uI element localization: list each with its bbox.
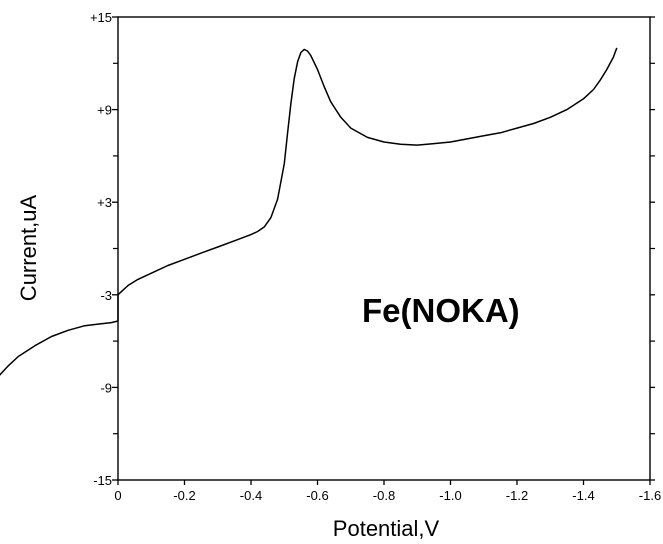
x-axis-title: Potential,V — [333, 516, 440, 541]
x-tick-label: -0.4 — [240, 488, 262, 503]
x-tick-label: -1.6 — [639, 488, 661, 503]
y-tick-label: +3 — [97, 195, 112, 210]
x-tick-label: -1.2 — [506, 488, 528, 503]
plot-frame — [117, 16, 651, 481]
y-tick-label: -3 — [100, 288, 112, 303]
x-tick-label: 0 — [114, 488, 121, 503]
y-axis-title: Current,uA — [16, 194, 41, 301]
x-tick-label: -0.6 — [306, 488, 328, 503]
x-tick-label: -0.8 — [373, 488, 395, 503]
x-axis-ticks: 0 -0.2 -0.4 -0.6 -0.8 -1.0 -1.2 -1.4 -1.6 — [114, 480, 661, 503]
y-tick-label: -15 — [93, 473, 112, 488]
y-tick-label: +15 — [90, 10, 112, 25]
y-tick-label: +9 — [97, 103, 112, 118]
y-tick-label: -9 — [100, 380, 112, 395]
x-tick-label: -0.2 — [173, 488, 195, 503]
series-line — [0, 47, 618, 376]
x-tick-label: -1.0 — [439, 488, 461, 503]
x-tick-label: -1.4 — [572, 488, 594, 503]
y-axis-ticks: +15 +9 +3 -3 -9 -15 — [90, 10, 655, 488]
chart-annotation: Fe(NOKA) — [362, 292, 520, 329]
